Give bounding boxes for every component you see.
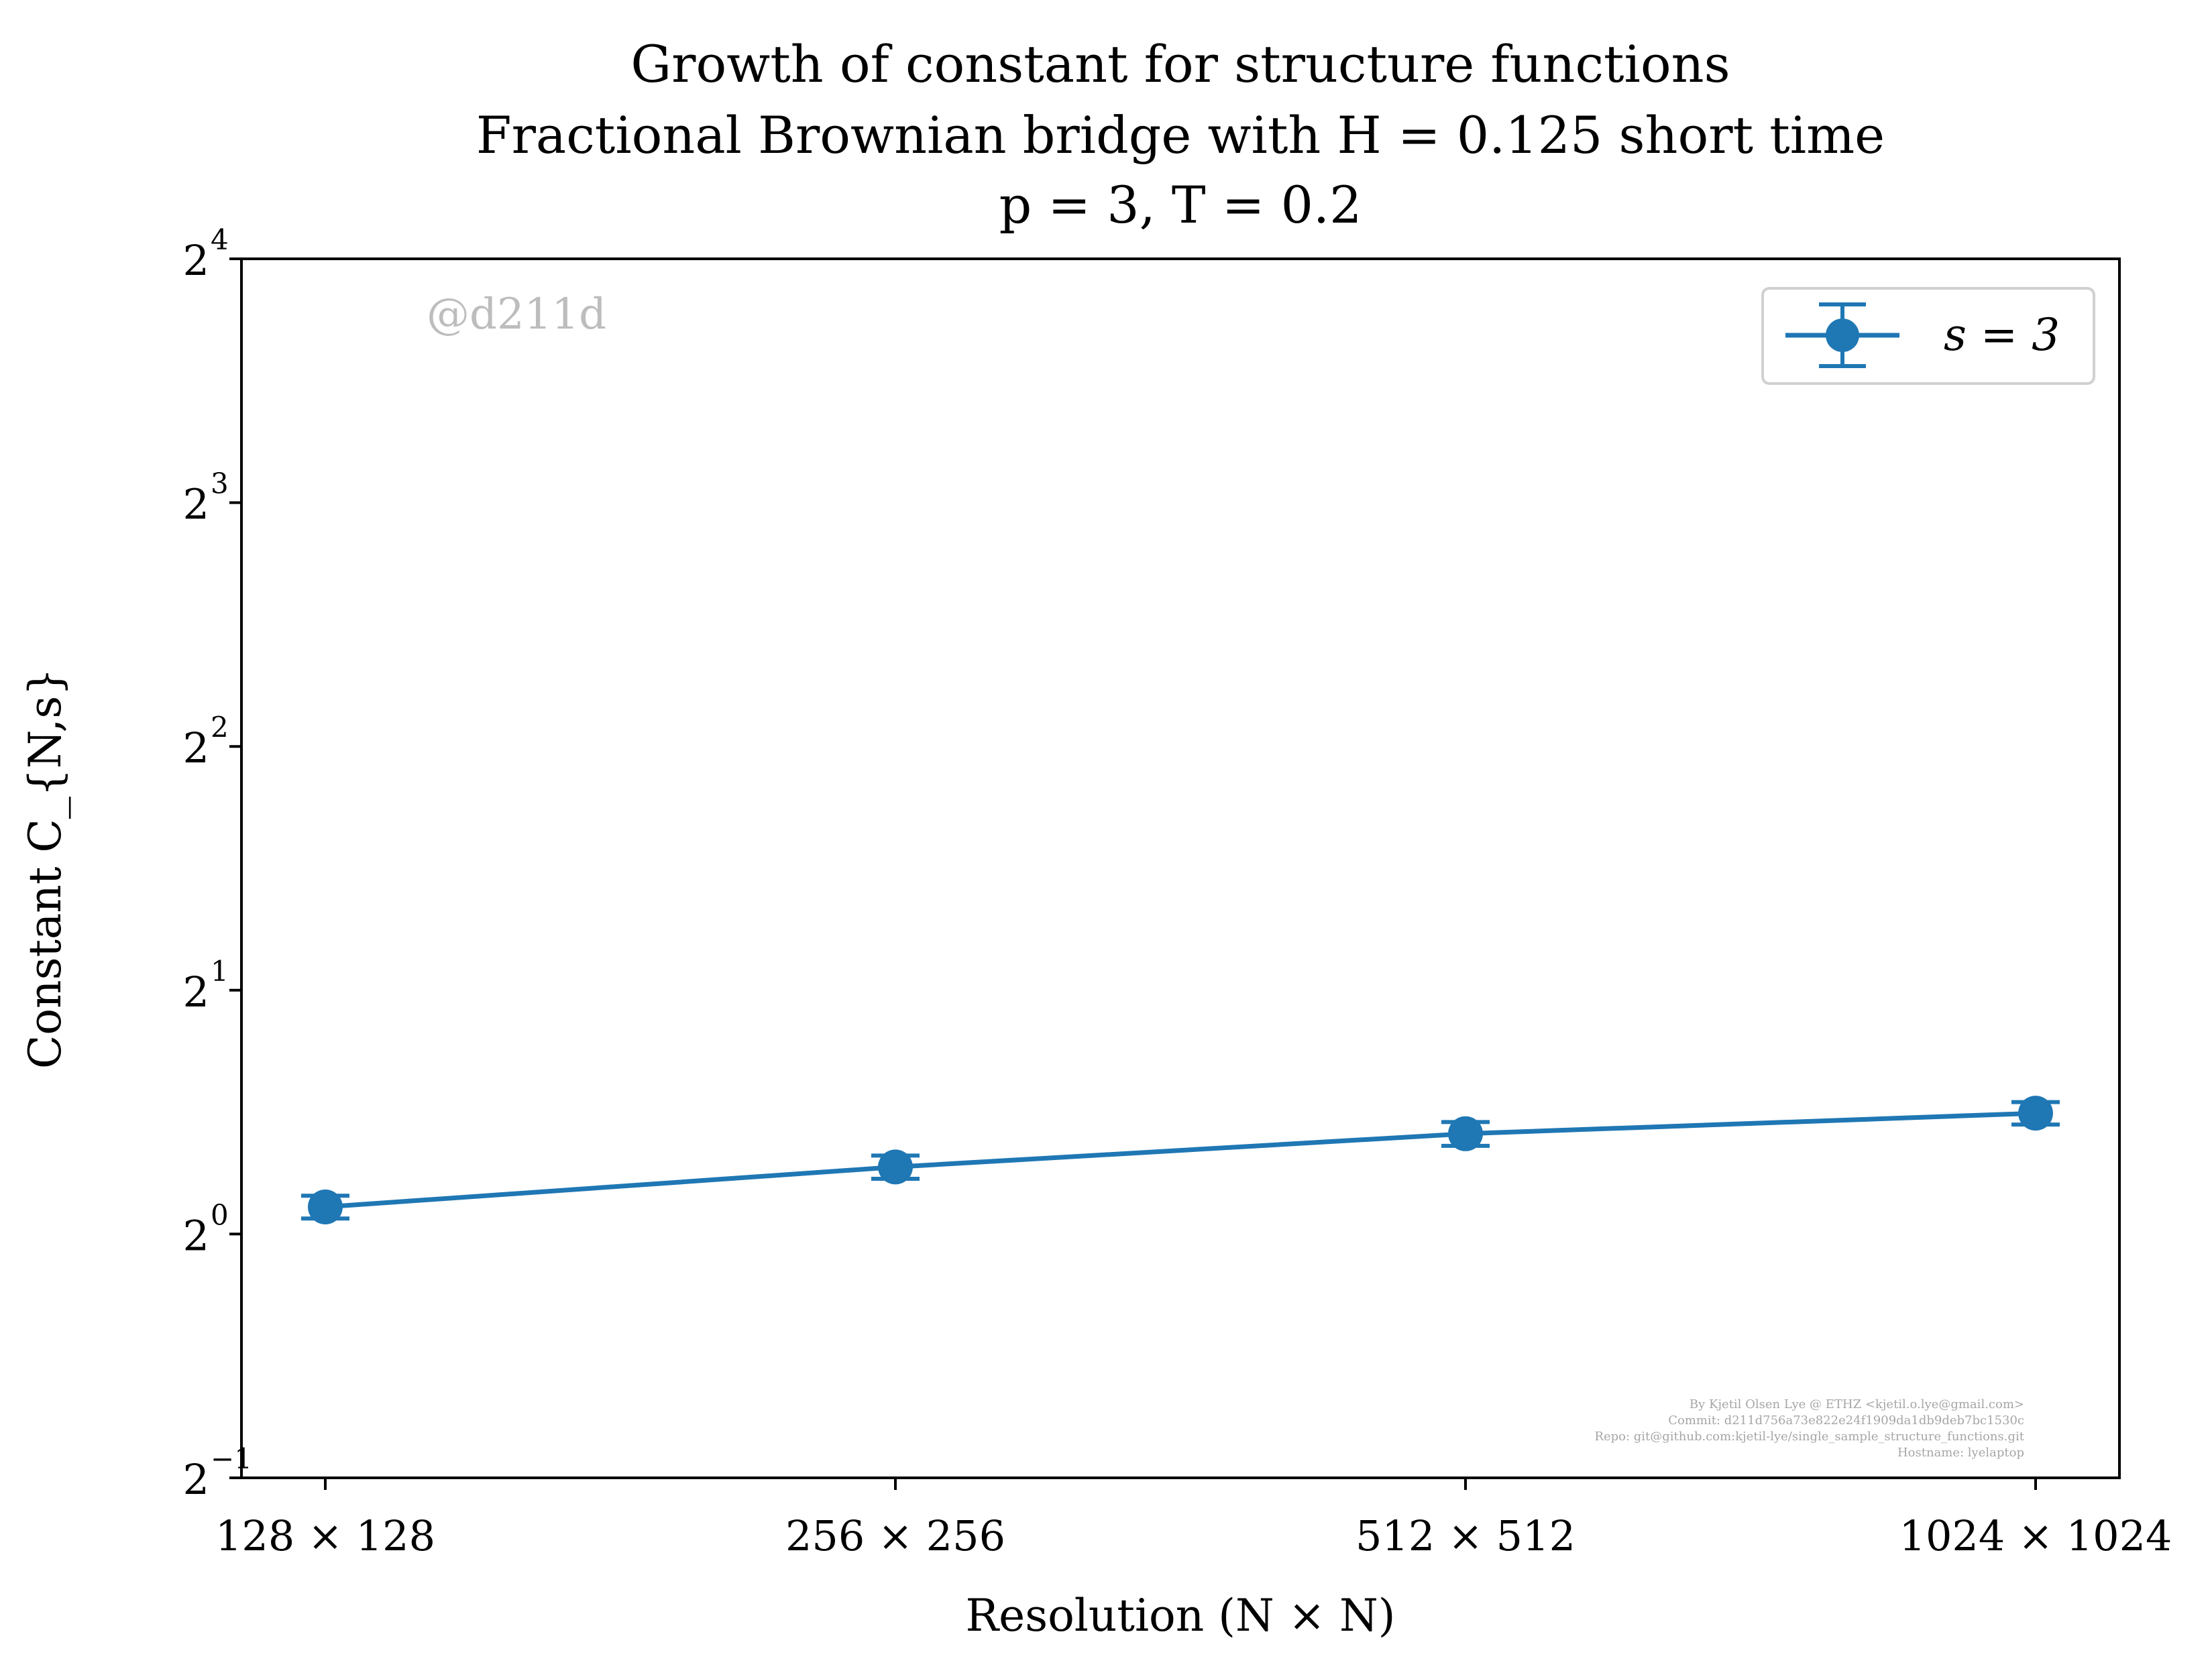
y-tick-label: 2 xyxy=(183,1455,209,1504)
data-point xyxy=(1448,1116,1483,1151)
y-tick-exponent: 0 xyxy=(211,1198,229,1231)
y-tick-exponent: −1 xyxy=(211,1442,252,1475)
y-tick-label: 2 xyxy=(183,723,209,772)
y-tick-exponent: 1 xyxy=(211,955,229,988)
x-axis-label: Resolution (N × N) xyxy=(965,1590,1395,1641)
credits-block: By Kjetil Olsen Lye @ ETHZ <kjetil.o.lye… xyxy=(1594,1397,2024,1460)
y-axis-ticks: 2 −12 02 12 22 32 4 xyxy=(183,223,252,1504)
y-tick-label: 2 xyxy=(183,236,209,285)
x-tick-label: 128 × 128 xyxy=(215,1511,435,1560)
credit-line-1: By Kjetil Olsen Lye @ ETHZ <kjetil.o.lye… xyxy=(1690,1397,2024,1411)
y-tick-exponent: 4 xyxy=(211,223,229,256)
y-tick-exponent: 3 xyxy=(211,467,229,500)
x-tick-label: 256 × 256 xyxy=(785,1511,1005,1560)
title-line-1: Growth of constant for structure functio… xyxy=(630,34,1730,94)
series-line xyxy=(325,1110,2036,1210)
y-tick-label: 2 xyxy=(183,968,209,1017)
chart-title: Growth of constant for structure functio… xyxy=(476,34,1885,235)
data-point xyxy=(2018,1096,2053,1131)
y-tick-label: 2 xyxy=(183,480,209,529)
x-tick-label: 1024 × 1024 xyxy=(1899,1511,2172,1560)
y-tick-label: 2 xyxy=(183,1211,209,1260)
data-point xyxy=(308,1190,343,1225)
legend-marker xyxy=(1826,319,1859,352)
legend: s = 3 xyxy=(1761,287,2095,385)
y-tick-exponent: 2 xyxy=(211,711,229,744)
plot-area xyxy=(240,257,2121,1479)
title-line-2: Fractional Brownian bridge with H = 0.12… xyxy=(476,105,1885,165)
x-tick-label: 512 × 512 xyxy=(1356,1511,1575,1560)
series-group xyxy=(301,1096,2060,1225)
legend-box xyxy=(1761,287,2095,385)
y-axis-label: Constant C_{N,s} xyxy=(19,668,71,1069)
credit-line-4: Hostname: lyelaptop xyxy=(1897,1446,2024,1460)
title-line-3: p = 3, T = 0.2 xyxy=(999,175,1362,235)
credit-line-2: Commit: d211d756a73e822e24f1909da1db9deb… xyxy=(1668,1413,2024,1428)
credit-line-3: Repo: git@github.com:kjetil-lye/single_s… xyxy=(1594,1430,2024,1444)
watermark-text: @d211d xyxy=(427,290,606,339)
legend-label: s = 3 xyxy=(1944,309,2060,361)
x-axis-ticks: 128 × 128 256 × 256 512 × 512 1024 × 1024 xyxy=(215,1478,2172,1560)
data-point xyxy=(878,1149,913,1185)
